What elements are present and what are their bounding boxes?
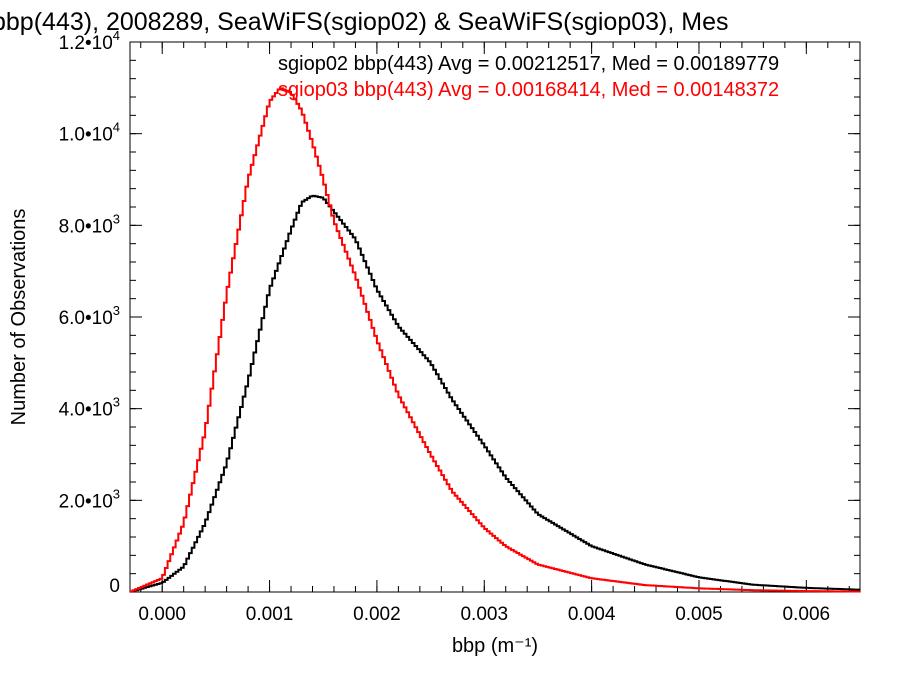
y-tick-exponent: 3	[113, 211, 120, 226]
y-tick-exponent: 4	[113, 120, 120, 135]
series-line-1	[130, 194, 860, 593]
x-tick-label: 0.005	[675, 604, 723, 625]
x-tick-label: 0.006	[783, 604, 831, 625]
y-tick-label: 2.0•103	[59, 486, 120, 512]
y-tick-label: 6.0•103	[59, 303, 120, 329]
y-tick-label: 0	[109, 576, 120, 597]
chart-title: bbp(443), 2008289, SeaWiFS(sgiop02) & Se…	[0, 8, 728, 36]
series-layer	[130, 87, 860, 593]
x-tick-label: 0.002	[353, 604, 401, 625]
y-tick-label: 4.0•103	[59, 395, 120, 421]
legend-entry-1: sgiop02 bbp(443) Avg = 0.00212517, Med =…	[278, 53, 779, 75]
y-tick-exponent: 4	[113, 28, 120, 43]
y-tick-label: 1.0•104	[59, 120, 120, 146]
y-tick-mantissa: 6.0•10	[59, 308, 113, 329]
y-tick-label: 1.2•104	[59, 28, 120, 54]
y-tick-mantissa: 2.0•10	[59, 491, 113, 512]
y-tick-mantissa: 8.0•10	[59, 216, 113, 237]
x-axis-label: bbp (m⁻¹)	[452, 635, 538, 657]
legend: sgiop02 bbp(443) Avg = 0.00212517, Med =…	[278, 53, 779, 101]
y-tick-label: 8.0•103	[59, 211, 120, 237]
series-line-2	[130, 87, 860, 593]
axis-ticks: 0.000 0.001 0.002 0.003 0.004 0.005 0.006 0 2.0•…	[59, 28, 860, 625]
x-tick-label: 0.001	[246, 604, 294, 625]
y-axis-label: Number of Observations	[8, 209, 30, 426]
y-tick-mantissa: 0	[109, 576, 120, 597]
y-tick-exponent: 3	[113, 303, 120, 318]
y-tick-mantissa: 4.0•10	[59, 400, 113, 421]
x-tick-label: 0.003	[460, 604, 508, 625]
y-tick-exponent: 3	[113, 395, 120, 410]
y-tick-exponent: 3	[113, 486, 120, 501]
legend-entry-2: sgiop03 bbp(443) Avg = 0.00168414, Med =…	[278, 79, 779, 101]
y-tick-mantissa: 1.0•10	[59, 125, 113, 146]
y-tick-mantissa: 1.2•10	[59, 33, 113, 54]
x-tick-label: 0.000	[138, 604, 186, 625]
x-tick-label: 0.004	[568, 604, 616, 625]
